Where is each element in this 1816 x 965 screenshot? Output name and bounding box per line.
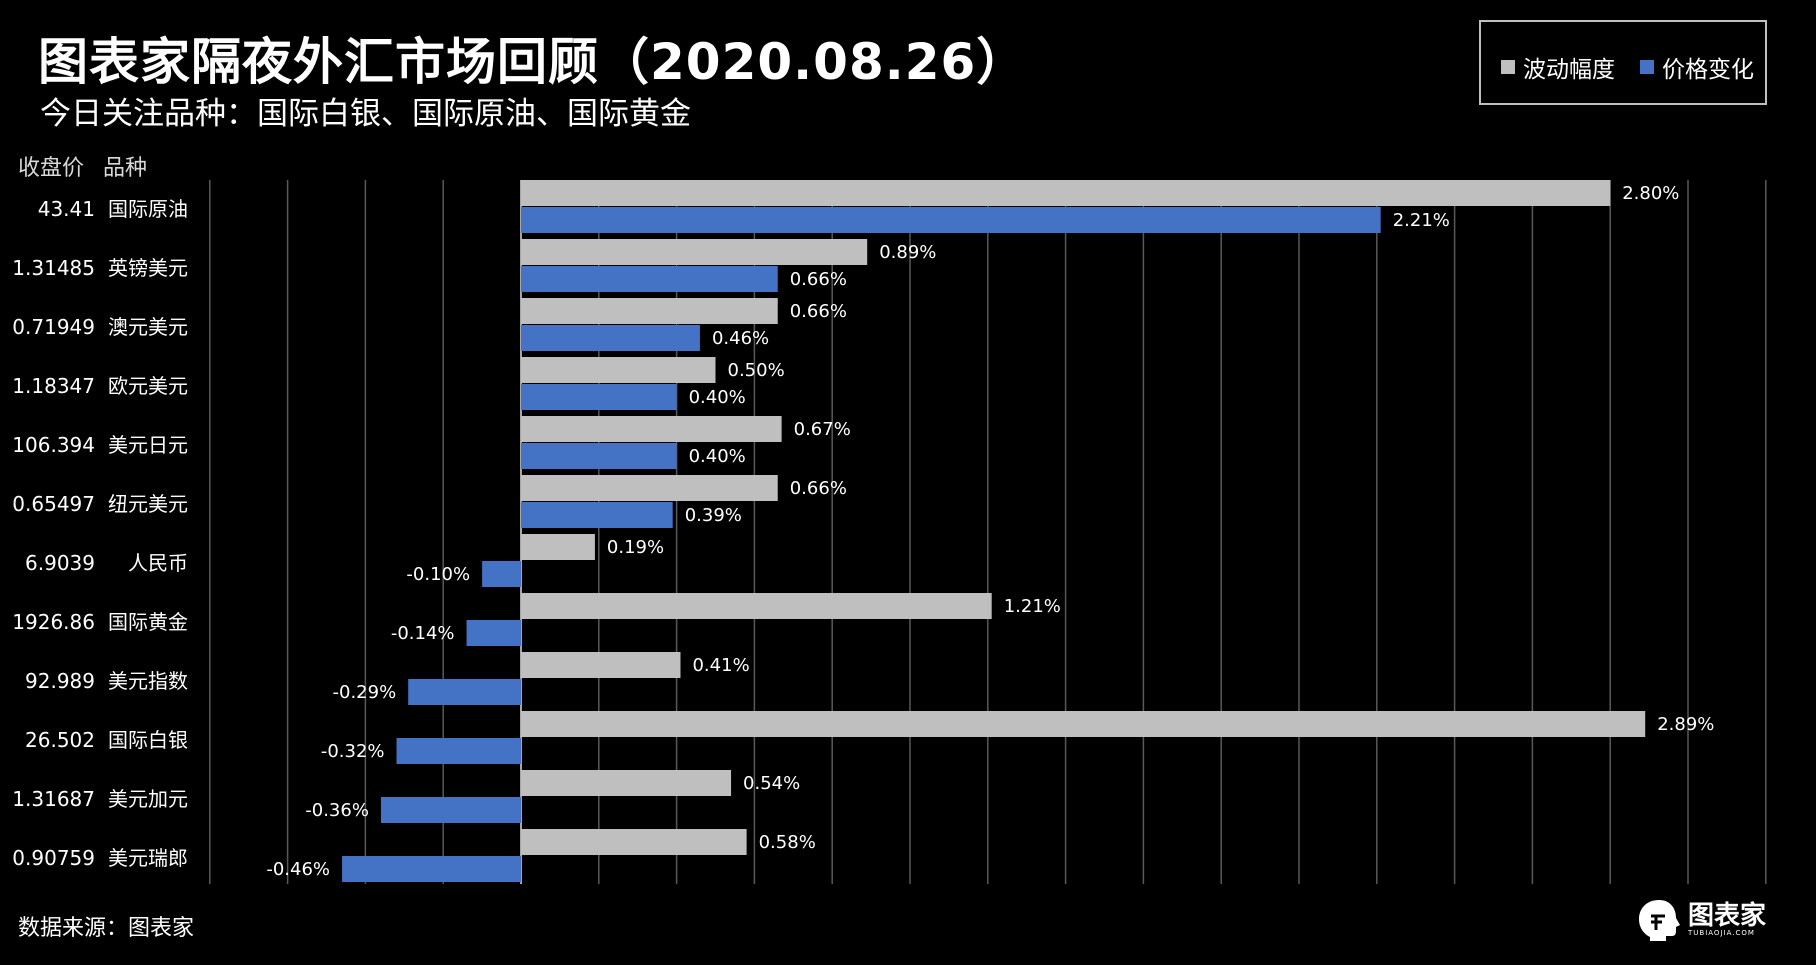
closing-price-label: 43.41 [38,197,95,221]
price-change-value-label: 2.21% [1393,210,1450,231]
category-label: 美元指数 [108,669,188,693]
price-change-value-label: 0.40% [689,387,746,408]
volatility-value-label: 0.66% [790,301,847,322]
volatility-value-label: 1.21% [1004,596,1061,617]
legend-swatch-price-change [1640,60,1654,74]
price-change-bar [521,266,778,292]
closing-price-label: 0.65497 [12,492,95,516]
brand-logo: 图表家 TUBIAOJIA.COM [1636,898,1766,942]
volatility-value-label: 0.67% [794,419,851,440]
closing-price-label: 0.90759 [12,846,95,870]
category-label: 欧元美元 [108,374,188,398]
logo-text: 图表家 [1688,901,1767,931]
category-label: 国际原油 [108,197,188,221]
price-change-bar [482,561,521,587]
price-change-value-label: 0.46% [712,328,769,349]
category-label: 美元加元 [108,787,188,811]
category-label: 国际白银 [108,728,188,752]
legend-item-volatility: 波动幅度 [1501,50,1615,84]
price-change-bar [521,502,673,528]
volatility-bar [521,357,716,383]
category-label: 澳元美元 [108,315,188,339]
price-change-bar [521,207,1381,233]
price-column-header: 收盘价 [18,156,85,181]
closing-price-label: 106.394 [12,433,95,457]
volatility-value-label: 0.58% [759,832,816,853]
price-change-value-label: -0.46% [266,859,330,880]
volatility-bar [521,711,1646,737]
volatility-value-label: 0.50% [728,360,785,381]
closing-price-label: 92.989 [25,669,95,693]
volatility-bar [521,475,778,501]
closing-price-label: 1.31687 [12,787,95,811]
volatility-bar [521,534,595,560]
price-change-value-label: -0.14% [391,623,455,644]
volatility-bar [521,298,778,324]
price-change-bar [408,679,521,705]
legend-item-price-change: 价格变化 [1640,50,1754,84]
price-change-value-label: 0.39% [685,505,742,526]
volatility-value-label: 0.41% [692,655,749,676]
volatility-value-label: 2.80% [1622,183,1679,204]
legend-label-price-change: 价格变化 [1662,57,1754,83]
volatility-bar [521,416,782,442]
volatility-bar [521,593,992,619]
closing-price-label: 1.18347 [12,374,95,398]
price-change-bar [466,620,521,646]
category-label: 纽元美元 [108,492,188,516]
category-label: 国际黄金 [108,610,188,634]
volatility-value-label: 0.19% [607,537,664,558]
closing-price-label: 26.502 [25,728,95,752]
volatility-value-label: 0.89% [879,242,936,263]
volatility-bar [521,770,732,796]
bars [342,180,1646,882]
legend: 波动幅度 价格变化 [1479,20,1767,105]
data-source: 数据来源：图表家 [18,916,195,941]
price-change-value-label: 0.40% [689,446,746,467]
closing-price-label: 1.31485 [12,256,95,280]
volatility-value-label: 2.89% [1657,714,1714,735]
closing-price-label: 1926.86 [12,610,95,634]
volatility-bar [521,180,1611,206]
chart-title: 图表家隔夜外汇市场回顾（2020.08.26） [38,33,1028,91]
price-change-bar [521,443,677,469]
legend-label-volatility: 波动幅度 [1523,57,1615,83]
category-label: 英镑美元 [108,256,188,280]
volatility-value-label: 0.66% [790,478,847,499]
price-change-bar [521,325,700,351]
price-change-value-label: 0.66% [790,269,847,290]
price-change-value-label: -0.29% [333,682,397,703]
price-change-value-label: -0.10% [406,564,470,585]
volatility-bar [521,239,868,265]
logo-subtext: TUBIAOJIA.COM [1688,929,1755,937]
legend-swatch-volatility [1501,60,1515,74]
volatility-bar [521,829,747,855]
price-change-value-label: -0.32% [321,741,385,762]
price-change-bar [521,384,677,410]
grid-lines [209,180,1767,884]
price-change-value-label: -0.36% [305,800,369,821]
data-labels: 2.80% 2.21% 0.89% 0.66% 0.66% 0.46% 0.50% 0.40%… [266,183,1714,880]
price-change-bar [380,797,521,823]
category-label: 美元瑞郎 [108,846,188,870]
closing-price-label: 6.9039 [25,551,95,575]
category-label: 人民币 [128,551,188,575]
chart-subtitle: 今日关注品种：国际白银、国际原油、国际黄金 [40,96,691,132]
price-change-bar [396,738,521,764]
name-column-header: 品种 [103,156,148,181]
head-logo-icon [1639,900,1680,941]
closing-price-label: 0.71949 [12,315,95,339]
volatility-value-label: 0.54% [743,773,800,794]
category-labels: 国际原油 43.41 英镑美元 1.31485 澳元美元 0.71949 欧元美元 1.183… [12,197,188,870]
category-label: 美元日元 [108,433,188,457]
price-change-bar [342,856,521,882]
volatility-bar [521,652,681,678]
